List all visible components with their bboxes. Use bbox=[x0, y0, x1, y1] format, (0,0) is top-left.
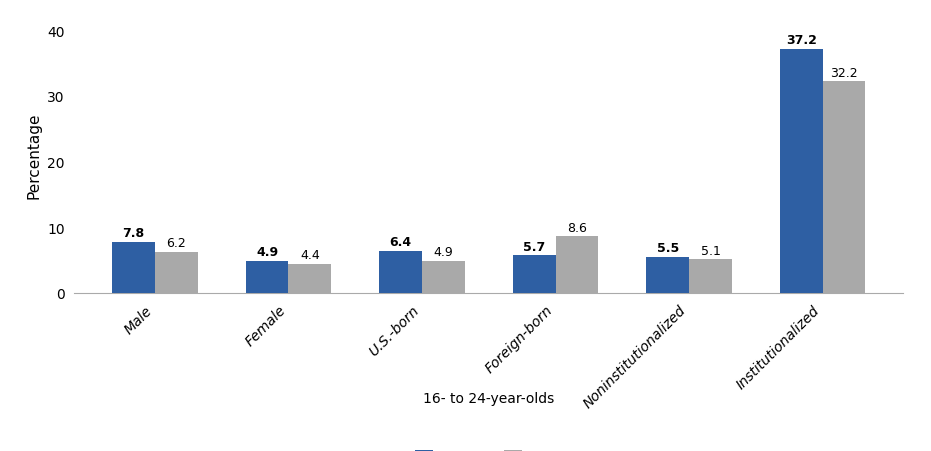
Bar bbox=[780, 50, 823, 293]
Bar bbox=[289, 264, 331, 293]
Y-axis label: Percentage: Percentage bbox=[27, 112, 42, 199]
Bar bbox=[112, 242, 155, 293]
Text: 4.9: 4.9 bbox=[434, 245, 453, 258]
Text: 5.1: 5.1 bbox=[700, 244, 721, 257]
Bar bbox=[689, 260, 732, 293]
Bar bbox=[155, 253, 197, 293]
Text: 7.8: 7.8 bbox=[123, 226, 144, 239]
Text: 37.2: 37.2 bbox=[786, 34, 816, 47]
Text: 32.2: 32.2 bbox=[830, 67, 857, 80]
Bar bbox=[823, 82, 866, 293]
Bar bbox=[646, 257, 689, 293]
Text: 8.6: 8.6 bbox=[567, 221, 587, 234]
Bar bbox=[246, 261, 289, 293]
Bar bbox=[513, 256, 556, 293]
Text: 5.7: 5.7 bbox=[523, 240, 546, 253]
Text: 4.4: 4.4 bbox=[300, 249, 319, 262]
Bar bbox=[379, 251, 422, 293]
Text: 6.4: 6.4 bbox=[389, 235, 412, 249]
Bar bbox=[556, 237, 599, 293]
Legend: Black, U.S.: Black, U.S. bbox=[409, 444, 569, 451]
Text: 6.2: 6.2 bbox=[167, 237, 186, 250]
Text: 4.9: 4.9 bbox=[256, 245, 278, 258]
Text: 5.5: 5.5 bbox=[656, 242, 679, 254]
Text: 16- to 24-year-olds: 16- to 24-year-olds bbox=[424, 391, 554, 405]
Bar bbox=[422, 261, 465, 293]
